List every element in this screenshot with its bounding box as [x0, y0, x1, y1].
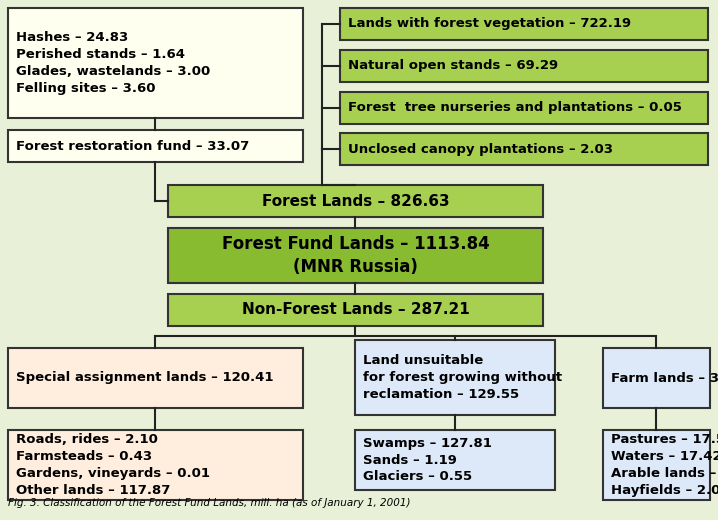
Text: Land unsuitable
for forest growing without
reclamation – 129.55: Land unsuitable for forest growing witho… [363, 354, 562, 401]
Text: Pastures – 17.53
Waters – 17.42
Arable lands – 0.23
Hayfields – 2.07: Pastures – 17.53 Waters – 17.42 Arable l… [611, 433, 718, 497]
Text: Non-Forest Lands – 287.21: Non-Forest Lands – 287.21 [242, 303, 470, 318]
Bar [355, 430, 555, 490]
Text: Farm lands – 37.15: Farm lands – 37.15 [611, 371, 718, 384]
Bar [8, 348, 303, 408]
Bar [8, 8, 303, 118]
Bar [340, 8, 708, 40]
Text: Forest Fund Lands – 1113.84
(MNR Russia): Forest Fund Lands – 1113.84 (MNR Russia) [222, 235, 490, 276]
Text: Special assignment lands – 120.41: Special assignment lands – 120.41 [16, 371, 274, 384]
Text: Forest restoration fund – 33.07: Forest restoration fund – 33.07 [16, 139, 249, 152]
Text: Fig. 3. Classification of the Forest Fund Lands, mill. ha (as of January 1, 2001: Fig. 3. Classification of the Forest Fun… [8, 498, 411, 508]
Bar [603, 430, 710, 500]
Bar [603, 348, 710, 408]
Bar [340, 133, 708, 165]
Text: Lands with forest vegetation – 722.19: Lands with forest vegetation – 722.19 [348, 18, 631, 31]
Bar [355, 340, 555, 415]
Bar [340, 92, 708, 124]
Bar [168, 228, 543, 283]
Bar [168, 294, 543, 326]
Bar [340, 50, 708, 82]
Text: Swamps – 127.81
Sands – 1.19
Glaciers – 0.55: Swamps – 127.81 Sands – 1.19 Glaciers – … [363, 436, 492, 484]
Bar [8, 430, 303, 500]
Bar [168, 185, 543, 217]
Text: Roads, rides – 2.10
Farmsteads – 0.43
Gardens, vineyards – 0.01
Other lands – 11: Roads, rides – 2.10 Farmsteads – 0.43 Ga… [16, 433, 210, 497]
Bar [8, 130, 303, 162]
Text: Natural open stands – 69.29: Natural open stands – 69.29 [348, 59, 558, 72]
Text: Unclosed canopy plantations – 2.03: Unclosed canopy plantations – 2.03 [348, 142, 613, 155]
Text: Hashes – 24.83
Perished stands – 1.64
Glades, wastelands – 3.00
Felling sites – : Hashes – 24.83 Perished stands – 1.64 Gl… [16, 31, 210, 95]
Text: Forest Lands – 826.63: Forest Lands – 826.63 [261, 193, 449, 209]
Text: Forest  tree nurseries and plantations – 0.05: Forest tree nurseries and plantations – … [348, 101, 682, 114]
